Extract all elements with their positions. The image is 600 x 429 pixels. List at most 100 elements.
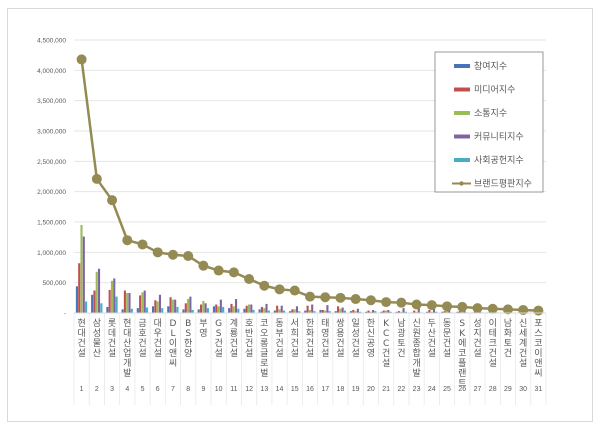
bar: [384, 310, 388, 313]
line-marker: [228, 267, 239, 278]
x-category-label: 설: [291, 348, 299, 359]
line-marker: [91, 173, 102, 184]
x-rank-label: 13: [260, 386, 268, 393]
bar: [356, 308, 359, 313]
bar: [319, 309, 322, 313]
bar: [389, 311, 392, 313]
line-marker: [198, 260, 209, 271]
x-category-label: 우: [154, 328, 162, 339]
x-category-label: 건: [397, 348, 405, 359]
bar: [313, 311, 316, 313]
x-category-label: 대: [123, 328, 131, 339]
x-category-label: 글: [260, 348, 268, 359]
x-rank-label: 24: [428, 386, 436, 393]
line-marker: [472, 303, 483, 314]
bar: [130, 308, 133, 313]
bar: [417, 305, 420, 313]
x-category-label: 크: [489, 339, 497, 349]
bar: [298, 311, 301, 313]
bar: [308, 309, 311, 313]
bar: [456, 311, 459, 313]
y-tick-label: 3,000,000: [37, 129, 66, 136]
x-category-label: 대: [154, 318, 162, 329]
x-rank-label: 27: [474, 386, 482, 393]
bar: [91, 294, 94, 313]
y-tick-label: 2,500,000: [37, 159, 66, 166]
x-category-label: 토: [504, 339, 512, 349]
x-rank-label: 19: [352, 386, 360, 393]
x-category-label: 부: [275, 328, 283, 339]
x-category-label: 용: [336, 328, 344, 339]
x-category-label: 씨: [169, 358, 177, 369]
bar: [228, 308, 231, 313]
x-rank-label: 21: [382, 386, 390, 393]
line-marker: [183, 250, 194, 261]
bar: [461, 311, 464, 313]
bar: [367, 310, 370, 313]
bar: [435, 311, 438, 313]
x-category-label: 로: [260, 359, 268, 369]
x-category-label: 설: [443, 348, 451, 359]
bar: [311, 304, 314, 313]
line-marker: [365, 295, 376, 306]
bar: [204, 303, 207, 313]
bar: [276, 305, 279, 313]
x-category-label: 포: [534, 319, 542, 329]
bar: [106, 306, 109, 313]
x-category-label: 발: [412, 368, 420, 379]
x-category-label: 산: [93, 348, 101, 359]
bar: [349, 311, 353, 313]
bar: [458, 311, 461, 313]
bar: [215, 304, 218, 313]
x-category-label: 한: [306, 318, 314, 329]
legend-label: 커뮤니티지수: [474, 132, 524, 143]
bar: [258, 309, 261, 313]
x-rank-label: 16: [306, 386, 314, 393]
line-marker: [320, 292, 331, 303]
x-category-label: 산: [428, 328, 436, 339]
x-category-label: 영: [321, 328, 329, 339]
x-category-label: 설: [306, 348, 314, 359]
bar: [247, 304, 251, 313]
x-category-label: 토: [397, 339, 405, 349]
x-category-label: 현: [123, 318, 131, 329]
x-category-label: 두: [428, 318, 436, 329]
bar: [278, 309, 281, 313]
x-category-label: 화: [306, 328, 314, 339]
x-rank-label: 26: [458, 386, 466, 393]
bar: [343, 310, 347, 313]
bar: [82, 236, 85, 313]
bar: [230, 303, 233, 313]
x-category-label: 삼: [93, 318, 101, 329]
y-tick-label: 500,000: [43, 280, 67, 287]
x-rank-label: 29: [504, 386, 512, 393]
bar: [430, 311, 433, 313]
x-category-label: 데: [108, 328, 116, 339]
bar: [161, 308, 164, 313]
x-category-label: 설: [230, 348, 238, 359]
x-category-label: 건: [215, 338, 223, 349]
line-marker: [122, 235, 133, 246]
bar: [352, 309, 355, 313]
bar: [324, 310, 327, 313]
bar: [235, 299, 238, 313]
bar: [93, 290, 96, 313]
bar: [75, 286, 78, 313]
bar: [85, 301, 88, 313]
line-marker: [411, 299, 422, 310]
x-category-label: 설: [382, 358, 390, 369]
x-category-label: 성: [473, 318, 481, 329]
bar: [191, 309, 194, 313]
x-category-label: 쌍: [336, 318, 344, 329]
x-category-label: 건: [154, 338, 162, 349]
bar: [369, 311, 372, 313]
legend-label: 참여지수: [474, 60, 507, 72]
x-rank-label: 9: [201, 386, 205, 393]
bar: [395, 311, 398, 313]
x-category-label: 랜: [458, 368, 466, 379]
bar: [463, 310, 466, 313]
x-category-label: 태: [321, 318, 329, 329]
x-rank-label: 4: [125, 386, 129, 393]
bar: [182, 309, 185, 313]
